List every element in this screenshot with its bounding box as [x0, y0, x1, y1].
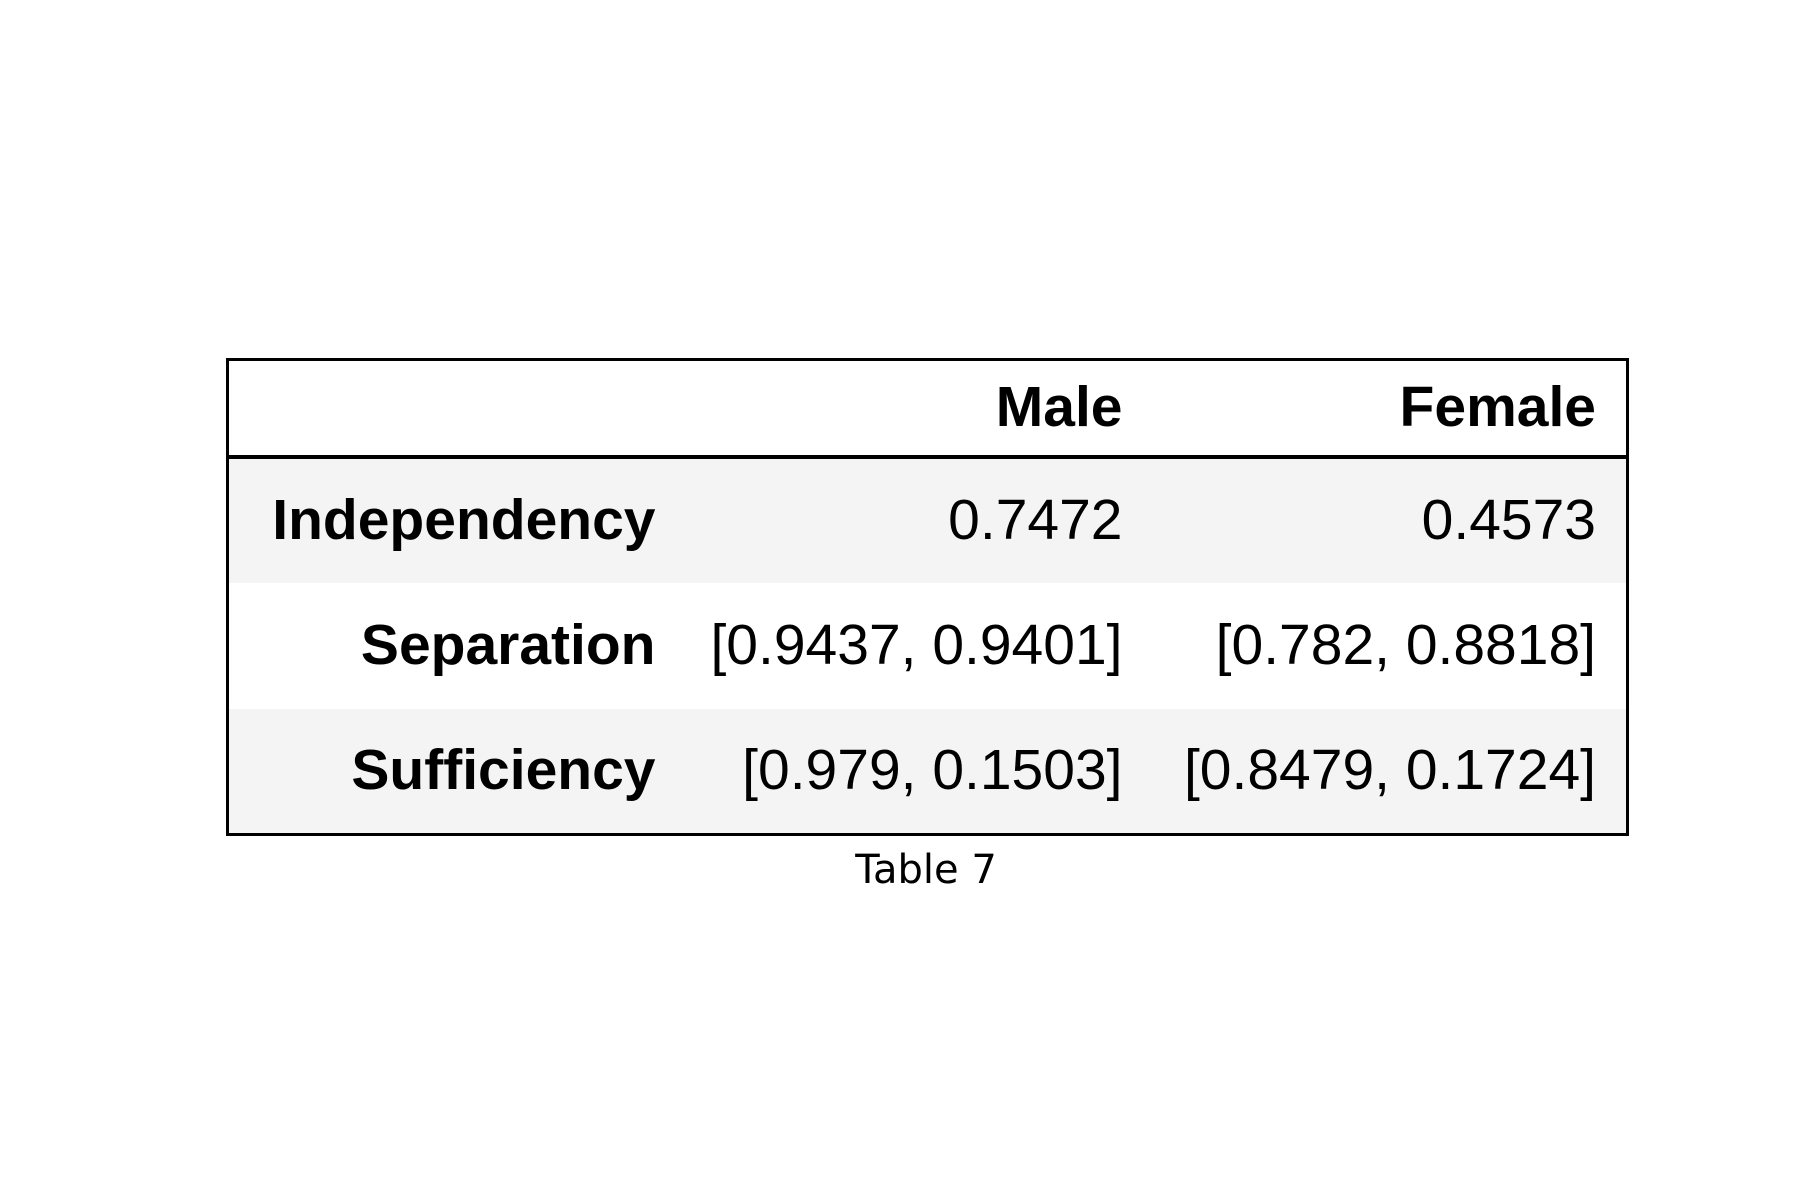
- table-row-independency: Independency 0.7472 0.4573: [227, 456, 1628, 583]
- results-table: Male Female Independency 0.7472 0.4573 S…: [226, 358, 1629, 836]
- header-corner-cell: [227, 359, 678, 459]
- table-row-sufficiency: Sufficiency [0.979, 0.1503] [0.8479, 0.1…: [227, 708, 1628, 835]
- column-header-female: Female: [1152, 359, 1628, 459]
- cell-independency-male: 0.7472: [948, 488, 1123, 552]
- cell-separation-female: [0.782, 0.8818]: [1215, 613, 1596, 677]
- header-row: Male Female: [227, 359, 1628, 459]
- cell-independency-female: 0.4573: [1421, 488, 1596, 552]
- row-label-separation: Separation: [360, 613, 656, 677]
- column-header-male: Male: [677, 359, 1153, 459]
- row-label-independency: Independency: [272, 488, 656, 552]
- cell-sufficiency-female: [0.8479, 0.1724]: [1183, 738, 1596, 803]
- table-row-separation: Separation [0.9437, 0.9401] [0.782, 0.88…: [227, 582, 1628, 709]
- table-caption: Table 7: [855, 847, 997, 893]
- cell-separation-male: [0.9437, 0.9401]: [710, 613, 1123, 677]
- cell-sufficiency-male: [0.979, 0.1503]: [742, 738, 1123, 803]
- row-label-sufficiency: Sufficiency: [351, 738, 656, 803]
